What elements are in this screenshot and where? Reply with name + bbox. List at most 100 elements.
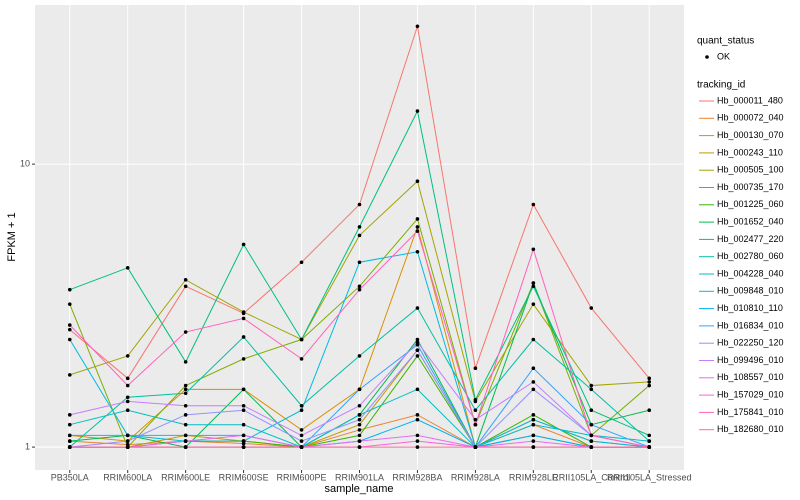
data-point	[531, 284, 536, 289]
legend-label: Hb_000243_110	[717, 147, 783, 157]
x-tick-label: RRII105LA_Control	[552, 472, 630, 482]
legend-label: Hb_000072_040	[717, 113, 784, 123]
data-point	[299, 403, 304, 408]
x-tick-label: RRII105LA_Stressed	[607, 472, 692, 482]
legend-label: Hb_001225_060	[717, 199, 784, 209]
data-point	[473, 422, 478, 427]
data-point	[589, 422, 594, 427]
data-point	[183, 413, 188, 417]
data-point	[125, 376, 130, 381]
data-point	[67, 413, 72, 417]
data-point	[647, 408, 652, 413]
data-point	[183, 383, 188, 388]
data-point	[241, 387, 246, 392]
data-point	[67, 327, 72, 332]
data-point	[183, 403, 188, 408]
data-point	[589, 306, 594, 310]
x-tick-label: RRIM600SE	[219, 472, 269, 482]
legend-label: Hb_010810_110	[717, 303, 783, 313]
data-point	[589, 408, 594, 413]
data-point	[415, 387, 420, 392]
data-point	[241, 445, 246, 449]
data-point	[357, 225, 362, 229]
data-point	[183, 439, 188, 443]
data-point	[299, 408, 304, 413]
data-point	[299, 337, 304, 342]
legend-label: Hb_000505_100	[717, 165, 784, 175]
data-point	[241, 310, 246, 314]
data-point	[241, 316, 246, 321]
data-point	[357, 422, 362, 427]
x-tick-label: RRIM928BA	[392, 472, 442, 482]
data-point	[357, 354, 362, 358]
data-point	[589, 433, 594, 438]
data-point	[415, 433, 420, 438]
data-point	[125, 408, 130, 413]
data-point	[647, 380, 652, 384]
legend-label: Hb_108557_010	[717, 372, 784, 382]
data-point	[241, 439, 246, 443]
data-point	[241, 433, 246, 438]
data-point	[589, 387, 594, 392]
x-tick-label: RRIM600LA	[103, 472, 152, 482]
data-point	[357, 439, 362, 443]
data-point	[473, 408, 478, 413]
data-point	[415, 337, 420, 342]
legend-label: Hb_000011_480	[717, 95, 783, 105]
data-point	[357, 233, 362, 238]
data-point	[299, 260, 304, 265]
data-point	[473, 445, 478, 449]
data-point	[241, 357, 246, 361]
data-point	[357, 445, 362, 449]
data-point	[531, 281, 536, 285]
data-point	[415, 225, 420, 229]
data-point	[415, 179, 420, 184]
data-point	[125, 433, 130, 438]
data-point	[531, 302, 536, 306]
data-point	[647, 433, 652, 438]
data-point	[357, 387, 362, 392]
data-point	[531, 366, 536, 371]
legend-label: Hb_009848_010	[717, 286, 784, 296]
data-point	[357, 260, 362, 265]
data-point	[531, 380, 536, 384]
data-point	[589, 439, 594, 443]
data-point	[357, 428, 362, 432]
data-point	[473, 417, 478, 422]
data-point	[67, 323, 72, 327]
data-point	[357, 287, 362, 292]
data-point	[125, 383, 130, 388]
data-point	[67, 287, 72, 292]
legend-label: Hb_022250_120	[717, 338, 784, 348]
y-tick-label: 10	[20, 158, 30, 168]
data-point	[125, 354, 130, 358]
data-point	[183, 387, 188, 392]
x-tick-label: RRIM928LE	[509, 472, 558, 482]
data-point	[647, 439, 652, 443]
data-point	[415, 354, 420, 358]
data-point	[67, 445, 72, 449]
data-point	[531, 413, 536, 417]
data-point	[67, 422, 72, 427]
x-axis-title: sample_name	[324, 483, 393, 495]
data-point	[183, 278, 188, 282]
data-point	[531, 247, 536, 252]
legend-label: Hb_004228_040	[717, 268, 784, 278]
data-point	[67, 302, 72, 306]
legend-label: Hb_002477_220	[717, 234, 784, 244]
data-point	[299, 433, 304, 438]
data-point	[357, 202, 362, 207]
data-point	[415, 306, 420, 310]
legend-label: Hb_016834_010	[717, 320, 784, 330]
data-point	[183, 445, 188, 449]
data-point	[357, 413, 362, 417]
data-point	[125, 399, 130, 404]
data-point	[415, 217, 420, 221]
x-tick-label: RRIM928LA	[451, 472, 500, 482]
data-point	[67, 337, 72, 342]
data-point	[357, 403, 362, 408]
data-point	[531, 417, 536, 422]
data-point	[125, 439, 130, 443]
data-point	[415, 413, 420, 417]
data-point	[183, 422, 188, 427]
